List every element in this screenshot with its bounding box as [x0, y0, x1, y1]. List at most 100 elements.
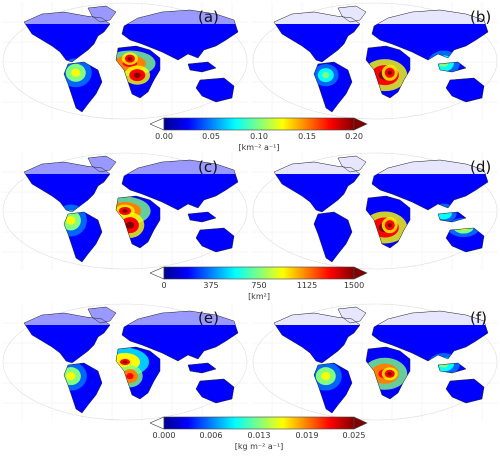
coastline-south-america	[313, 362, 353, 414]
coastline-eurasia	[121, 310, 239, 362]
colorbar-max-arrow	[353, 416, 368, 430]
hotspot-core	[127, 56, 133, 61]
colorbar-tick: 1500	[343, 281, 365, 290]
colorbar-body	[163, 266, 355, 280]
coastline-greenland	[337, 5, 367, 23]
world-map-b	[252, 2, 498, 120]
coastline-indonesia	[187, 362, 217, 374]
colorbar-tick: 750	[251, 281, 267, 290]
colorbar-tick: 0.00	[155, 132, 173, 141]
colorbar-min-arrow	[150, 266, 165, 280]
map-panel-f: (f)	[252, 303, 498, 421]
coastline-north-america	[273, 312, 361, 364]
coastline-indonesia	[187, 61, 217, 73]
coastline-north-america	[23, 312, 111, 364]
coastline-south-america	[63, 61, 103, 113]
colorbar-tick: 1125	[296, 281, 318, 290]
projection-outline	[252, 2, 498, 120]
hotspot-core	[322, 72, 330, 79]
colorbar-max-arrow	[353, 117, 368, 131]
coastline-africa	[115, 45, 161, 99]
coastline-south-america	[63, 362, 103, 414]
colorbar-body	[163, 416, 355, 430]
coastline-indonesia	[437, 211, 467, 223]
projection-outline	[252, 303, 498, 421]
panel-label-b: (b)	[470, 8, 492, 26]
coastline-africa	[115, 195, 161, 249]
coastline-australia	[445, 227, 485, 253]
coastline-eurasia	[371, 310, 489, 362]
coastline-north-america	[23, 11, 111, 63]
coastline-australia	[445, 77, 485, 103]
colorbar-gradient-2	[150, 266, 368, 280]
colorbar-1: 0.00 0.05 0.10 0.15 0.20 [km⁻² a⁻¹]	[150, 117, 368, 152]
colorbar-unit-1: [km⁻² a⁻¹]	[238, 143, 280, 152]
coastline-indonesia	[187, 211, 217, 223]
colorbar-tick: 0.000	[152, 431, 176, 440]
coastline-eurasia	[371, 159, 489, 211]
world-map-c	[2, 152, 248, 270]
coastline-eurasia	[121, 159, 239, 211]
world-map-e	[2, 303, 248, 421]
projection-outline	[2, 2, 248, 120]
hotspot-core	[125, 221, 134, 229]
colorbar-max-arrow	[353, 266, 368, 280]
coastline-north-america	[273, 161, 361, 213]
hotspot-core	[387, 372, 393, 376]
hotspot-core	[387, 70, 393, 76]
hotspot-core	[66, 215, 76, 225]
colorbar-tick: 0.013	[247, 431, 271, 440]
map-panel-c: (c)	[2, 152, 248, 270]
panel-label-d: (d)	[470, 158, 492, 176]
coastline-australia	[445, 378, 485, 404]
colorbar-ticks-1: 0.00 0.05 0.10 0.15 0.20	[150, 132, 368, 143]
coastline-australia	[195, 77, 235, 103]
coastline-north-america	[23, 161, 111, 213]
colorbar-ticks-3: 0.000 0.006 0.013 0.019 0.025	[150, 431, 368, 442]
coastline-africa	[115, 346, 161, 400]
hotspot-core	[66, 372, 76, 381]
hotspot-core	[71, 68, 81, 77]
panel-label-f: (f)	[470, 309, 487, 327]
coastline-greenland	[337, 306, 367, 324]
panel-label-c: (c)	[198, 158, 218, 176]
hotspot-halo	[447, 217, 480, 238]
coastline-africa	[365, 195, 411, 249]
coastline-north-america	[273, 11, 361, 63]
colorbar-tick: 0.15	[298, 132, 316, 141]
colorbar-tick: 0	[161, 281, 167, 290]
hotspot	[453, 221, 474, 234]
hotspot-core	[122, 209, 128, 213]
coastline-eurasia	[371, 9, 489, 61]
colorbar-tick: 0.006	[199, 431, 223, 440]
coastline-australia	[195, 378, 235, 404]
world-map-f	[252, 303, 498, 421]
coastline-greenland	[337, 155, 367, 173]
coastline-south-america	[313, 61, 353, 113]
coastline-africa	[365, 45, 411, 99]
colorbar-min-arrow	[150, 416, 165, 430]
hotspot-core	[122, 360, 128, 364]
coastline-south-america	[313, 211, 353, 263]
projection-outline	[2, 152, 248, 270]
colorbar-unit-3: [kg m⁻² a⁻¹]	[234, 442, 284, 451]
colorbar-gradient-1	[150, 117, 368, 131]
colorbar-tick: 375	[203, 281, 219, 290]
projection-outline	[2, 303, 248, 421]
colorbar-tick: 0.019	[295, 431, 319, 440]
hotspot-core	[387, 222, 393, 228]
coastline-australia	[195, 227, 235, 253]
hotspot-core	[126, 373, 134, 380]
map-panel-a: (a)	[2, 2, 248, 120]
colorbar-min-arrow	[150, 117, 165, 131]
colorbar-gradient-3	[150, 416, 368, 430]
coastline-greenland	[87, 155, 117, 173]
panel-label-e: (e)	[198, 309, 219, 327]
colorbar-body	[163, 117, 355, 131]
coastline-eurasia	[121, 9, 239, 61]
hotspot-core	[459, 224, 469, 231]
map-panel-d: (d)	[252, 152, 498, 270]
coastline-south-america	[63, 211, 103, 263]
colorbar-3: 0.000 0.006 0.013 0.019 0.025 [kg m⁻² a⁻…	[150, 416, 368, 451]
colorbar-2: 0 375 750 1125 1500 [km²]	[150, 266, 368, 301]
